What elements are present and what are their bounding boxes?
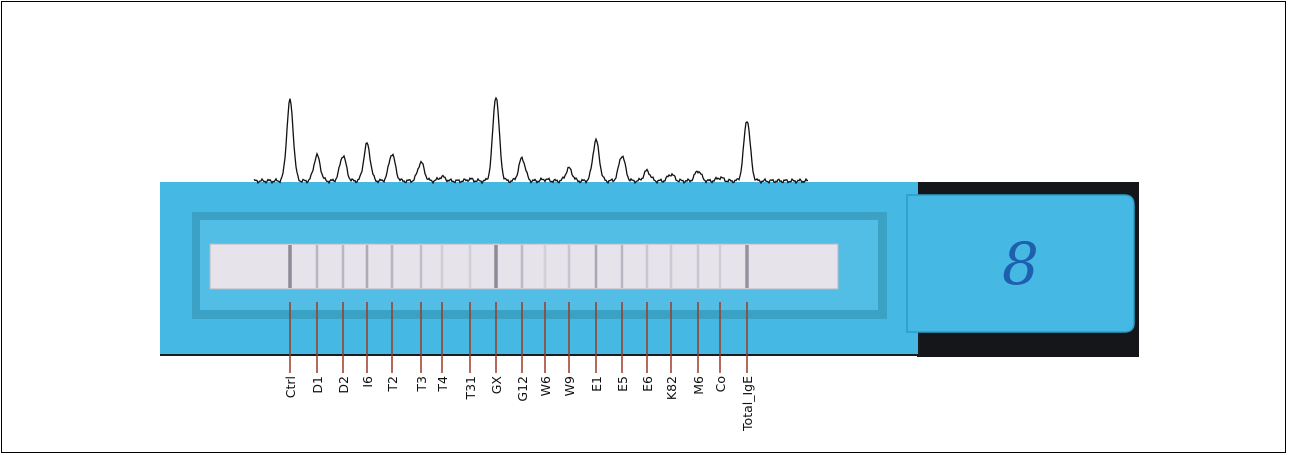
- band-e6: [645, 245, 649, 288]
- band-d1: [315, 245, 319, 288]
- band-t4: [440, 245, 444, 288]
- label-t4: T4: [435, 376, 450, 393]
- band-g12: [520, 245, 524, 288]
- label-t2: T2: [385, 376, 400, 393]
- test-strip: 8: [160, 182, 1135, 354]
- band-t3: [419, 245, 423, 288]
- band-i6: [365, 245, 369, 288]
- band-gx: [494, 245, 498, 288]
- label-co: Co: [713, 376, 728, 392]
- label-gx: GX: [489, 376, 504, 395]
- label-t3: T3: [414, 376, 429, 393]
- band-e5: [620, 245, 624, 288]
- band-t31: [468, 245, 472, 288]
- membrane-bands: [288, 245, 749, 288]
- band-d2: [341, 245, 345, 288]
- label-total-ige: Total_IgE: [740, 376, 755, 432]
- label-m6: M6: [691, 376, 706, 395]
- intensity-trace: [253, 96, 809, 185]
- band-co: [718, 245, 722, 288]
- label-i6: I6: [360, 376, 375, 388]
- label-g12: G12: [515, 376, 530, 402]
- handwritten-mark: 8: [1002, 230, 1039, 298]
- label-e1: E1: [589, 376, 604, 392]
- band-ctrl: [288, 245, 292, 288]
- label-k82: K82: [664, 376, 679, 400]
- band-m6: [696, 245, 700, 288]
- strip-handle: [906, 194, 1135, 333]
- band-t2: [390, 245, 394, 288]
- label-w6: W6: [538, 376, 553, 396]
- label-ctrl: Ctrl: [283, 376, 298, 398]
- membrane: [209, 243, 839, 290]
- label-d1: D1: [310, 376, 325, 394]
- label-e5: E5: [615, 376, 630, 392]
- label-d2: D2: [336, 376, 351, 394]
- allergen-labels: Ctrl D1 D2 I6 T2 T3 T4 T31 GX G12 W6 W9 E1 E5 E6 K82 M6 C…: [283, 376, 755, 432]
- label-e6: E6: [640, 376, 655, 392]
- band-w6: [543, 245, 547, 288]
- label-t31: T31: [463, 376, 478, 401]
- label-w9: W9: [562, 376, 577, 396]
- leader-lines: [289, 302, 748, 373]
- band-e1: [594, 245, 598, 288]
- band-total-ige: [745, 245, 749, 288]
- band-w9: [567, 245, 571, 288]
- band-k82: [669, 245, 673, 288]
